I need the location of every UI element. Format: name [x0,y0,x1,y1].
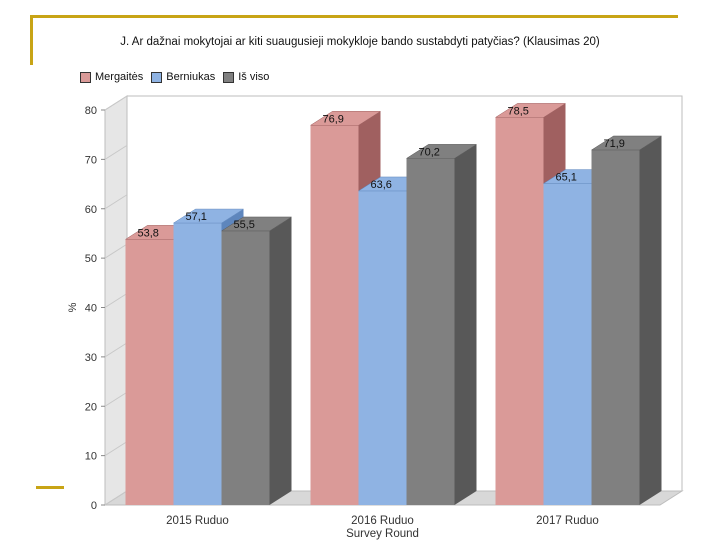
data-label-i-viso-0: 55,5 [234,219,255,231]
y-gridline-0 [104,490,128,506]
x-tick-label-0: 2015 Ruduo [166,515,229,527]
x-tick-label-2: 2017 Ruduo [536,515,599,527]
y-gridline-80 [104,95,128,111]
bar-mergait-s-2 [495,117,544,505]
bar-berniukas-1 [358,190,407,505]
bar-i-viso-2 [591,149,640,505]
bar-side-i-viso-1 [454,144,477,505]
bar-top-berniukas-0 [172,208,245,224]
y-gridline-50 [104,243,128,259]
x-tick-label-1: 2016 Ruduo [351,515,414,527]
y-tick-label-10: 10 [85,451,97,463]
y-tick-label-80: 80 [85,105,97,117]
y-gridline-10 [104,441,128,457]
data-label-mergait-s-1: 76,9 [323,113,344,125]
y-tick-label-50: 50 [85,253,97,265]
slide-frame-left [30,15,33,65]
bar-side-i-viso-0 [269,216,292,505]
y-gridline-70 [104,144,128,160]
y-tick-label-0: 0 [91,500,97,512]
chart-title: J. Ar dažnai mokytojai ar kiti suaugusie… [120,36,600,48]
data-label-berniukas-2: 65,1 [556,172,577,184]
y-gridline-30 [104,342,128,358]
bar-top-i-viso-2 [590,135,663,151]
bar-i-viso-1 [406,158,455,505]
x-axis-title: Survey Round [346,528,419,540]
data-label-mergait-s-0: 53,8 [138,227,159,239]
y-tick-label-60: 60 [85,204,97,216]
slide-frame-accent [36,486,64,489]
data-label-mergait-s-2: 78,5 [508,105,529,117]
bar-top-i-viso-0 [220,216,293,232]
y-gridline-40 [104,293,128,308]
bar-side-i-viso-2 [639,135,662,505]
bar-top-mergait-s-1 [309,111,382,126]
data-label-i-viso-2: 71,9 [604,138,625,150]
data-label-berniukas-0: 57,1 [186,211,207,223]
bar-top-mergait-s-2 [494,103,567,118]
y-tick-label-70: 70 [85,154,97,166]
legend-label-mergaites: Mergaitės [95,71,144,83]
bar-mergait-s-0 [125,239,174,506]
legend-label-berniukas: Berniukas [166,71,216,83]
slide-frame-top [30,15,678,18]
bar-i-viso-0 [221,230,270,505]
data-label-i-viso-1: 70,2 [419,146,440,158]
legend-swatch-is-viso [223,71,235,83]
legend-item-is-viso: Iš viso [223,71,269,83]
bar-berniukas-0 [173,223,222,505]
bar-mergait-s-1 [310,125,359,506]
legend-swatch-mergaites [80,71,91,83]
legend-swatch-berniukas [151,71,163,83]
legend-item-mergaites: Mergaitės [80,71,143,83]
legend-label-is-viso: Iš viso [238,71,270,83]
y-gridline-60 [104,194,128,210]
y-axis-title: % [67,302,79,312]
data-label-berniukas-1: 63,6 [371,179,392,191]
bar-berniukas-2 [543,183,592,505]
y-tick-label-20: 20 [85,401,97,413]
chart-legend: Mergaitės Berniukas Iš viso [80,71,277,83]
legend-item-berniukas: Berniukas [151,71,215,83]
y-tick-label-30: 30 [85,352,97,364]
y-tick-label-40: 40 [85,303,97,315]
y-gridline-20 [104,391,128,407]
bar-top-i-viso-1 [405,144,478,159]
